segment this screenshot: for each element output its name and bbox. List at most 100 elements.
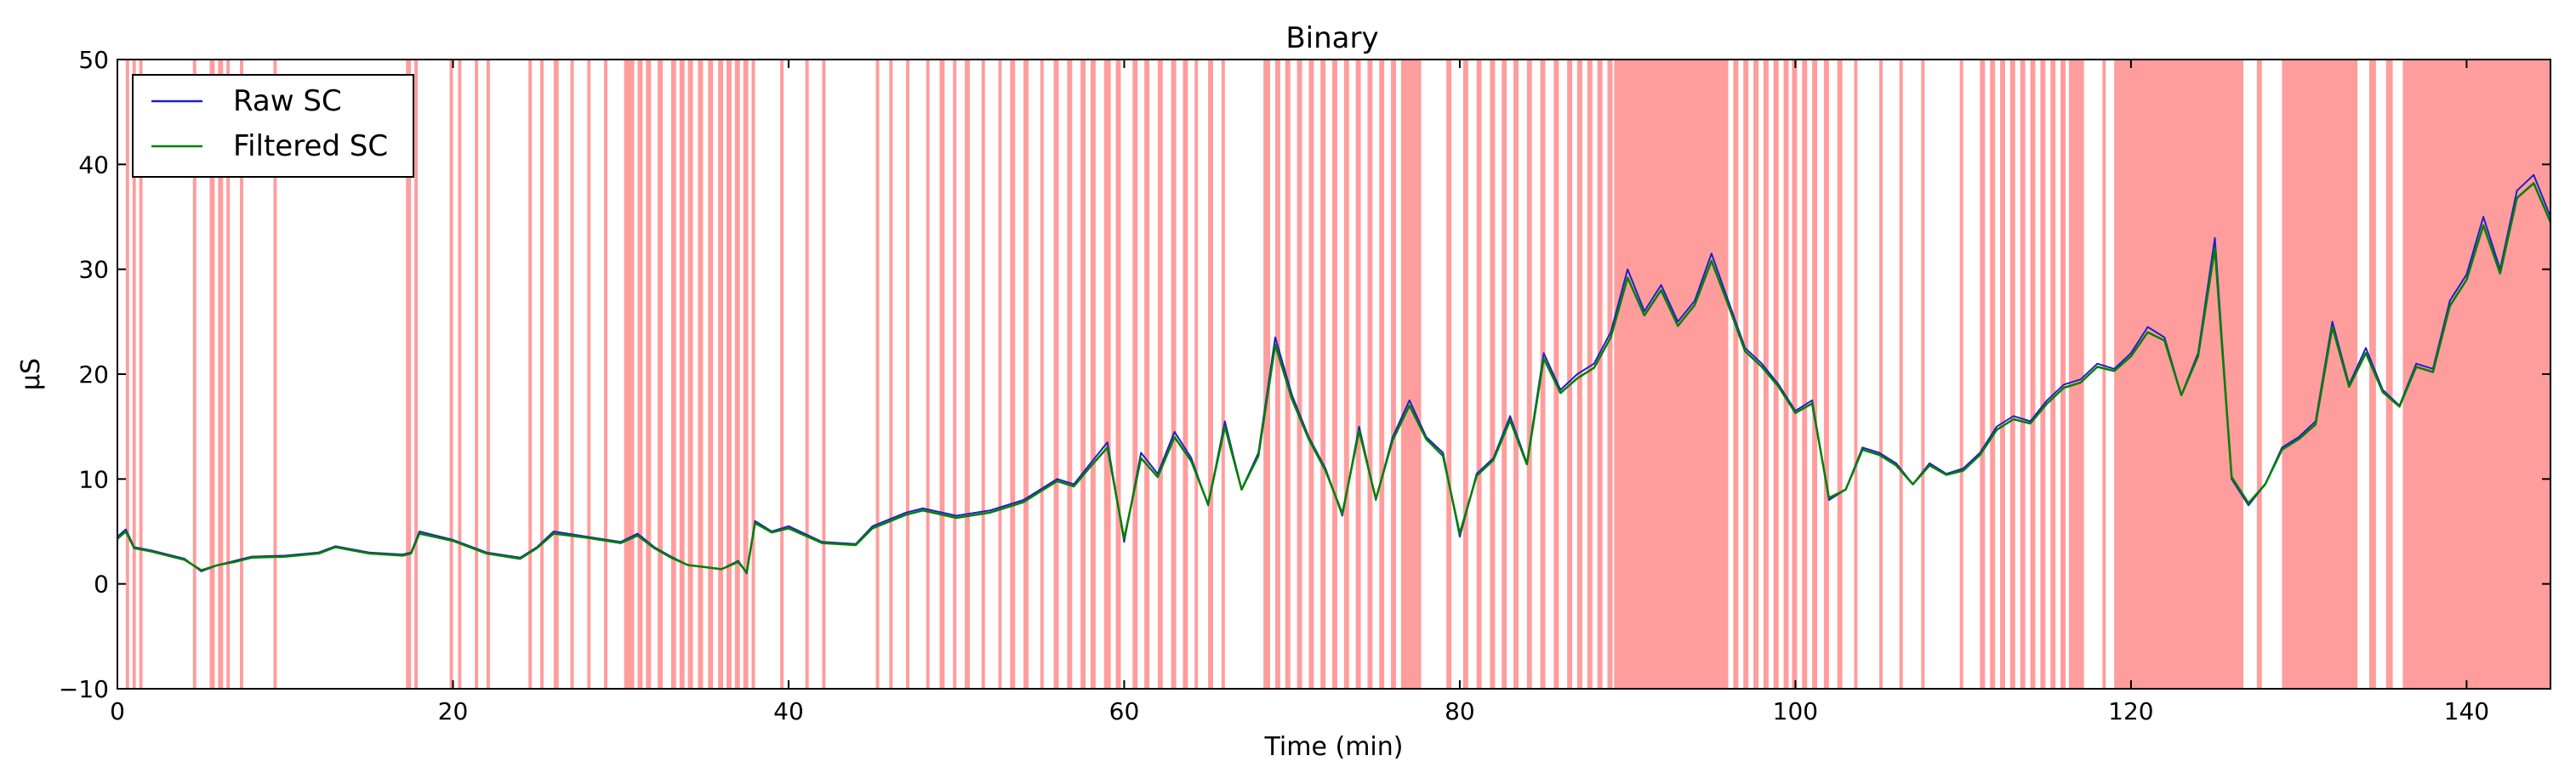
binary-region-14 <box>486 60 490 689</box>
binary-region-104 <box>1879 60 1883 689</box>
binary-region-49 <box>1040 60 1044 689</box>
binary-region-91 <box>1614 60 1729 689</box>
binary-region-101 <box>1823 60 1829 689</box>
binary-region-68 <box>1308 60 1314 689</box>
binary-region-93 <box>1743 60 1749 689</box>
binary-region-80 <box>1490 60 1496 689</box>
binary-region-79 <box>1476 60 1482 689</box>
binary-region-63 <box>1221 60 1225 689</box>
binary-region-28 <box>698 60 704 689</box>
legend: Raw SC Filtered SC <box>132 74 414 178</box>
binary-region-27 <box>687 60 693 689</box>
binary-region-64 <box>1263 60 1271 689</box>
binary-region-119 <box>2114 60 2244 689</box>
binary-region-38 <box>875 60 880 689</box>
binary-region-25 <box>670 60 676 689</box>
binary-region-50 <box>1053 60 1059 689</box>
binary-region-65 <box>1274 60 1280 689</box>
binary-region-87 <box>1577 60 1582 689</box>
binary-region-61 <box>1194 60 1199 689</box>
binary-region-58 <box>1157 60 1163 689</box>
binary-region-32 <box>734 60 740 689</box>
binary-region-74 <box>1379 60 1385 689</box>
binary-region-51 <box>1067 60 1073 689</box>
x-tick-label: 40 <box>773 697 804 725</box>
binary-region-102 <box>1837 60 1843 689</box>
binary-region-112 <box>2020 60 2026 689</box>
y-tick-label: 0 <box>94 571 109 599</box>
binary-region-17 <box>553 60 559 689</box>
binary-region-99 <box>1802 60 1808 689</box>
binary-region-92 <box>1733 60 1739 689</box>
binary-region-43 <box>953 60 957 689</box>
binary-region-95 <box>1763 60 1769 689</box>
binary-region-12 <box>458 60 462 689</box>
binary-region-26 <box>679 60 685 689</box>
binary-region-36 <box>805 60 809 689</box>
binary-region-23 <box>646 60 652 689</box>
legend-label-filtered: Filtered SC <box>233 129 388 163</box>
binary-region-72 <box>1355 60 1361 689</box>
binary-region-109 <box>1990 60 1996 689</box>
legend-label-raw: Raw SC <box>233 84 342 118</box>
binary-region-30 <box>718 60 724 689</box>
x-tick-label: 0 <box>110 697 125 725</box>
binary-region-111 <box>2009 60 2015 689</box>
binary-region-5 <box>218 60 224 689</box>
x-tick-label: 60 <box>1109 697 1140 725</box>
binary-region-40 <box>906 60 909 689</box>
x-tick-label: 120 <box>2108 697 2153 725</box>
y-tick-label: 40 <box>78 151 109 179</box>
binary-region-100 <box>1812 60 1818 689</box>
binary-region-8 <box>273 60 277 689</box>
binary-region-45 <box>981 60 985 689</box>
binary-region-94 <box>1753 60 1759 689</box>
binary-region-96 <box>1773 60 1779 689</box>
binary-region-115 <box>2050 60 2056 689</box>
binary-region-67 <box>1297 60 1302 689</box>
binary-region-103 <box>1854 60 1858 689</box>
binary-region-114 <box>2040 60 2046 689</box>
legend-box <box>132 74 414 178</box>
binary-region-37 <box>822 60 826 689</box>
binary-region-123 <box>2385 60 2393 689</box>
binary-region-89 <box>1597 60 1603 689</box>
x-tick-label: 140 <box>2444 697 2489 725</box>
binary-region-53 <box>1091 60 1096 689</box>
binary-region-56 <box>1132 60 1138 689</box>
binary-region-13 <box>475 60 479 689</box>
binary-region-60 <box>1183 60 1188 689</box>
binary-region-24 <box>658 60 664 689</box>
binary-region-73 <box>1367 60 1373 689</box>
binary-region-66 <box>1285 60 1291 689</box>
x-axis: 0 20 40 60 80 100 120 140 <box>110 60 2489 725</box>
binary-region-113 <box>2030 60 2036 689</box>
binary-region-42 <box>939 60 945 689</box>
binary-region-3 <box>192 60 197 689</box>
binary-region-69 <box>1320 60 1326 689</box>
binary-region-34 <box>751 60 755 689</box>
binary-region-82 <box>1513 60 1519 689</box>
binary-region-85 <box>1553 60 1559 689</box>
binary-region-2 <box>139 60 143 689</box>
x-axis-label: Time (min) <box>1264 732 1404 762</box>
binary-region-16 <box>540 60 544 689</box>
binary-region-22 <box>637 60 643 689</box>
y-tick-label: −10 <box>59 675 109 703</box>
binary-region-9 <box>406 60 412 689</box>
x-tick-label: 80 <box>1445 697 1475 725</box>
binary-region-7 <box>239 60 243 689</box>
binary-region-47 <box>1010 60 1016 689</box>
x-tick-label: 20 <box>438 697 469 725</box>
binary-region-84 <box>1540 60 1546 689</box>
binary-region-106 <box>1921 60 1925 689</box>
binary-region-122 <box>2368 60 2376 689</box>
binary-region-44 <box>965 60 970 689</box>
binary-region-55 <box>1115 60 1121 689</box>
binary-region-20 <box>604 60 607 689</box>
binary-region-88 <box>1587 60 1593 689</box>
y-axis: −10 0 10 20 30 40 50 <box>59 46 2550 703</box>
binary-region-41 <box>926 60 930 689</box>
binary-region-39 <box>889 60 893 689</box>
